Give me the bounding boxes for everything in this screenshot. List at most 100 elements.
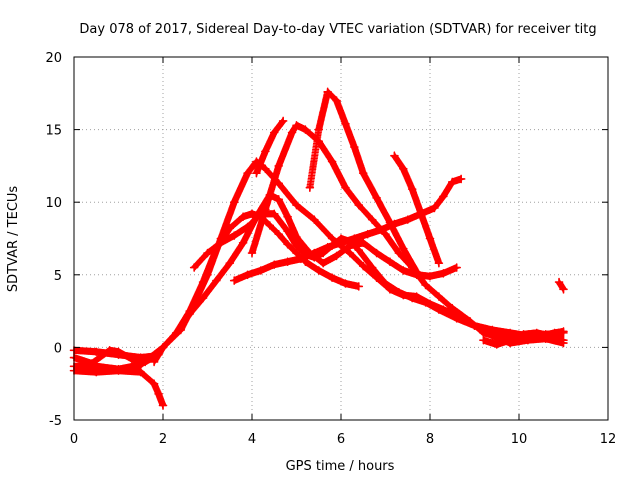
data-point xyxy=(292,120,301,130)
data-point xyxy=(269,209,279,219)
data-point xyxy=(292,200,301,210)
data-point xyxy=(229,197,239,207)
data-point xyxy=(283,212,292,222)
data-point xyxy=(336,238,346,248)
x-axis-label: GPS time / hours xyxy=(286,459,395,474)
x-tick-label: 10 xyxy=(511,432,528,447)
data-point xyxy=(545,331,555,341)
data-point xyxy=(296,254,306,264)
data-point xyxy=(225,224,235,233)
data-point xyxy=(350,142,359,152)
data-point xyxy=(305,183,315,192)
data-point xyxy=(314,125,324,134)
data-point xyxy=(287,128,297,137)
x-tick-labels: 0 2 4 6 8 10 12 xyxy=(70,432,616,447)
series-arc-2 xyxy=(69,209,364,362)
data-point xyxy=(216,238,226,248)
data-point xyxy=(91,367,101,377)
data-point xyxy=(421,298,430,307)
data-point xyxy=(274,194,283,204)
x-tick-label: 4 xyxy=(248,432,256,447)
data-point xyxy=(385,257,395,267)
data-point xyxy=(318,258,328,268)
data-point xyxy=(425,234,435,243)
y-tick-label: -5 xyxy=(49,414,62,429)
data-point xyxy=(385,218,395,227)
series-arc-11 xyxy=(390,151,444,268)
data-point xyxy=(225,258,235,268)
data-point xyxy=(136,367,146,377)
data-point xyxy=(140,357,150,367)
data-point xyxy=(149,379,159,388)
data-point xyxy=(532,328,542,338)
x-tick-label: 6 xyxy=(337,432,345,447)
series-arc-4 xyxy=(69,366,168,410)
data-point xyxy=(292,248,301,258)
data-point xyxy=(261,164,270,174)
data-point xyxy=(323,242,332,252)
y-tick-labels: -5 0 5 10 15 20 xyxy=(45,51,62,429)
data-point xyxy=(407,293,417,303)
data-point xyxy=(332,96,341,105)
data-point xyxy=(212,276,221,285)
data-point xyxy=(283,240,292,249)
series-markers xyxy=(70,210,363,362)
data-point xyxy=(314,266,324,275)
data-point xyxy=(559,335,568,345)
data-point xyxy=(559,285,568,294)
data-point xyxy=(341,279,350,288)
data-point xyxy=(354,245,364,255)
y-tick-label: 15 xyxy=(45,124,62,139)
axis-ticks xyxy=(73,56,609,421)
data-point xyxy=(114,366,123,375)
data-point xyxy=(416,209,426,219)
data-point xyxy=(261,205,270,214)
data-point xyxy=(158,343,168,352)
data-point xyxy=(358,238,368,248)
x-tick-label: 8 xyxy=(426,432,434,447)
data-point xyxy=(456,174,466,184)
series-arc-13 xyxy=(554,277,568,294)
data-point xyxy=(363,229,372,239)
data-point xyxy=(350,234,359,243)
data-point xyxy=(479,328,488,338)
data-point xyxy=(407,184,417,194)
data-point xyxy=(430,203,439,213)
data-point xyxy=(358,261,368,271)
data-point xyxy=(519,330,528,339)
data-point xyxy=(447,177,457,187)
data-point xyxy=(354,282,364,291)
data-point xyxy=(434,305,444,314)
data-point xyxy=(505,335,515,345)
data-point xyxy=(243,222,252,232)
data-point xyxy=(403,215,413,224)
data-point xyxy=(399,266,408,275)
data-point xyxy=(412,267,421,277)
data-point xyxy=(332,251,341,261)
data-point xyxy=(278,116,288,126)
data-point xyxy=(439,192,448,201)
y-tick-label: 20 xyxy=(45,51,62,66)
data-point xyxy=(252,168,261,178)
data-point xyxy=(229,276,239,285)
data-point xyxy=(247,248,257,258)
series-arc-10 xyxy=(305,87,421,277)
data-point xyxy=(310,248,319,258)
data-point xyxy=(154,389,163,399)
y-tick-label: 10 xyxy=(45,196,62,211)
data-point xyxy=(243,270,252,280)
data-point xyxy=(243,168,252,178)
data-point xyxy=(198,293,208,303)
data-point xyxy=(238,212,248,222)
data-point xyxy=(394,287,404,297)
data-point xyxy=(158,401,168,410)
data-point xyxy=(274,229,283,239)
data-point xyxy=(390,151,399,161)
data-point xyxy=(154,350,163,359)
data-point xyxy=(372,193,381,203)
data-point xyxy=(105,346,114,355)
data-point xyxy=(452,314,461,323)
series-group xyxy=(69,87,568,410)
data-point xyxy=(452,263,461,272)
data-point xyxy=(87,359,97,368)
